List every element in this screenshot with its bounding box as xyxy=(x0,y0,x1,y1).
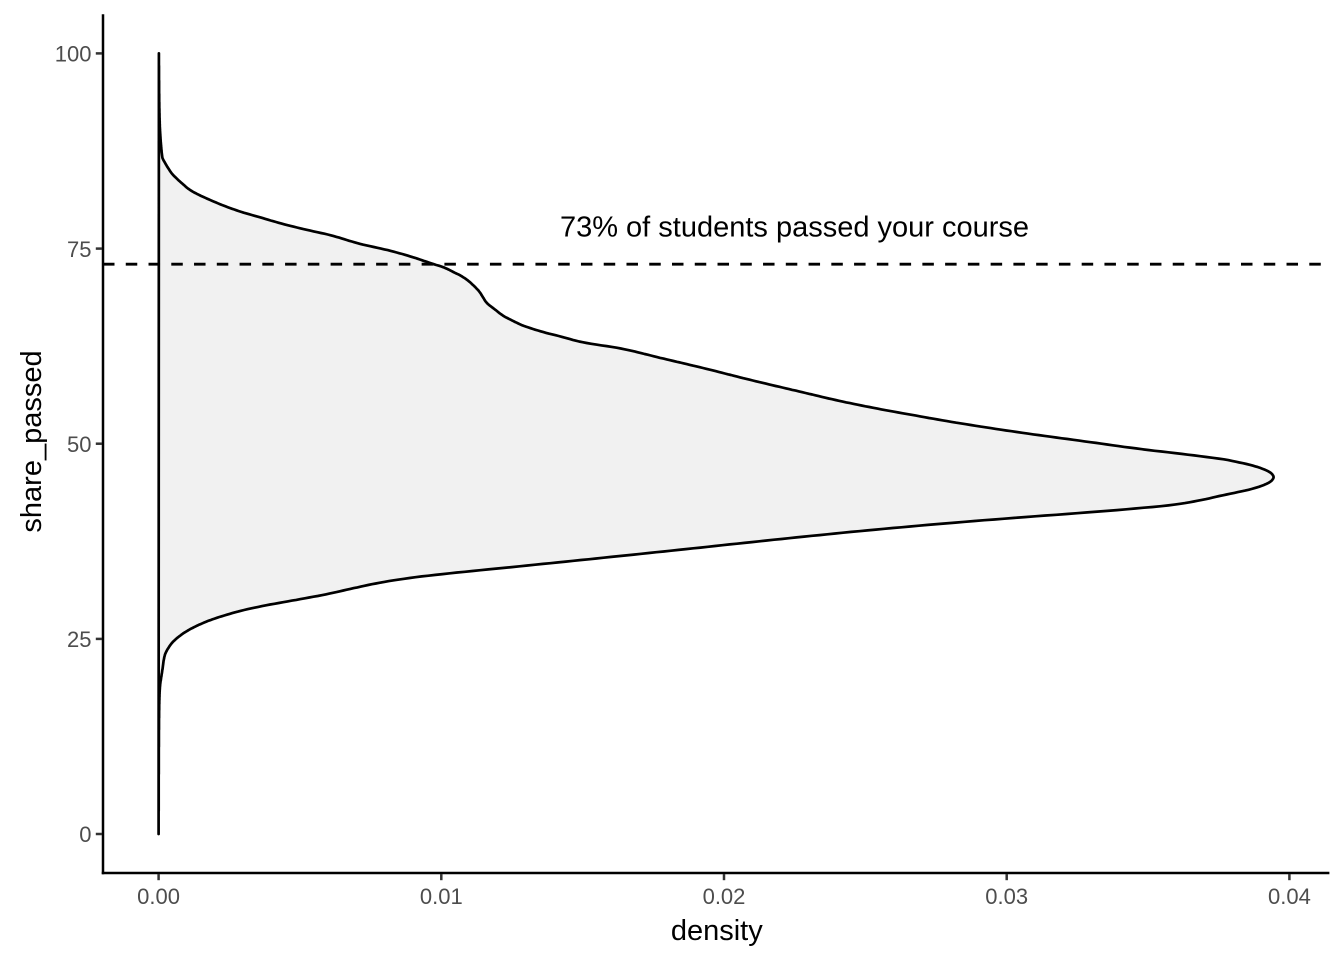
svg-text:100: 100 xyxy=(55,42,92,67)
svg-text:0.04: 0.04 xyxy=(1268,884,1311,909)
svg-text:50: 50 xyxy=(67,432,91,457)
svg-text:0.00: 0.00 xyxy=(137,884,180,909)
svg-text:25: 25 xyxy=(67,627,91,652)
svg-text:0.02: 0.02 xyxy=(703,884,746,909)
svg-text:0.01: 0.01 xyxy=(420,884,463,909)
svg-text:73% of students passed your co: 73% of students passed your course xyxy=(560,212,1029,244)
svg-text:0.03: 0.03 xyxy=(985,884,1028,909)
svg-text:75: 75 xyxy=(67,237,91,262)
svg-text:share_passed: share_passed xyxy=(16,350,48,532)
svg-text:density: density xyxy=(671,915,763,947)
svg-text:0: 0 xyxy=(79,822,91,847)
